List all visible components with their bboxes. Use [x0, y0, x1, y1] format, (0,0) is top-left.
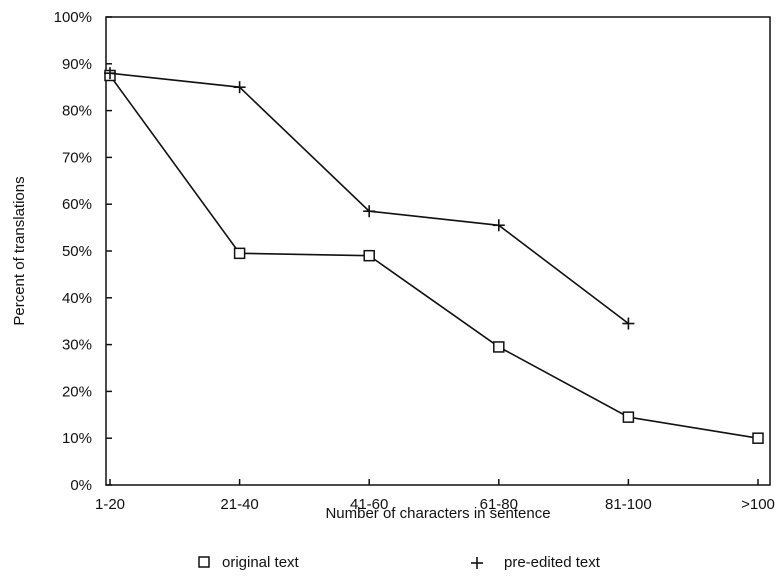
series-line-original-text: [109, 75, 759, 439]
y-tick-label: 70%: [62, 149, 92, 166]
data-point-square: [233, 247, 246, 260]
y-tick-label: 30%: [62, 337, 92, 354]
y-tick-label: 10%: [62, 430, 92, 447]
legend-label: original text: [222, 554, 300, 571]
legend-label: pre-edited text: [504, 554, 601, 571]
x-axis-ticks: 1-20 21-40 41-60 61-80 81-100 >100: [95, 479, 775, 513]
y-tick-label: 20%: [62, 383, 92, 400]
data-point-square: [752, 432, 764, 444]
y-tick-label: 100%: [54, 9, 92, 26]
y-tick-label: 60%: [62, 196, 92, 213]
legend-plus-icon: [471, 557, 483, 569]
x-tick-label: 81-100: [605, 496, 652, 513]
x-tick-label: >100: [741, 496, 775, 513]
x-tick-label: 61-80: [480, 496, 518, 513]
x-tick-label: 1-20: [95, 496, 125, 513]
y-tick-label: 80%: [62, 103, 92, 120]
y-axis-ticks: 0% 10% 20% 30% 40% 50% 60% 70% 80% 90% 100%: [54, 9, 112, 494]
series-layer: [104, 67, 764, 444]
data-point-plus: [233, 81, 246, 94]
series-line-pre-edited-text: [109, 72, 629, 325]
data-point-plus: [622, 317, 635, 330]
data-point-plus: [492, 219, 505, 232]
data-point-square: [622, 411, 635, 423]
legend: original text pre-edited text: [198, 554, 601, 571]
data-point-square: [363, 249, 375, 262]
y-tick-label: 40%: [62, 290, 92, 307]
legend-square-icon: [198, 556, 210, 568]
data-point-plus: [104, 67, 116, 80]
x-tick-label: 21-40: [220, 496, 258, 513]
data-point-square: [493, 341, 505, 353]
data-point-plus: [363, 205, 376, 218]
y-tick-label: 90%: [62, 56, 92, 73]
plot-frame: [105, 16, 771, 486]
y-tick-label: 50%: [62, 243, 92, 260]
y-axis-title: Percent of translations: [11, 176, 28, 325]
x-axis-title: Number of characters in sentence: [325, 505, 550, 522]
x-tick-label: 41-60: [350, 496, 388, 513]
y-tick-label: 0%: [70, 477, 92, 494]
